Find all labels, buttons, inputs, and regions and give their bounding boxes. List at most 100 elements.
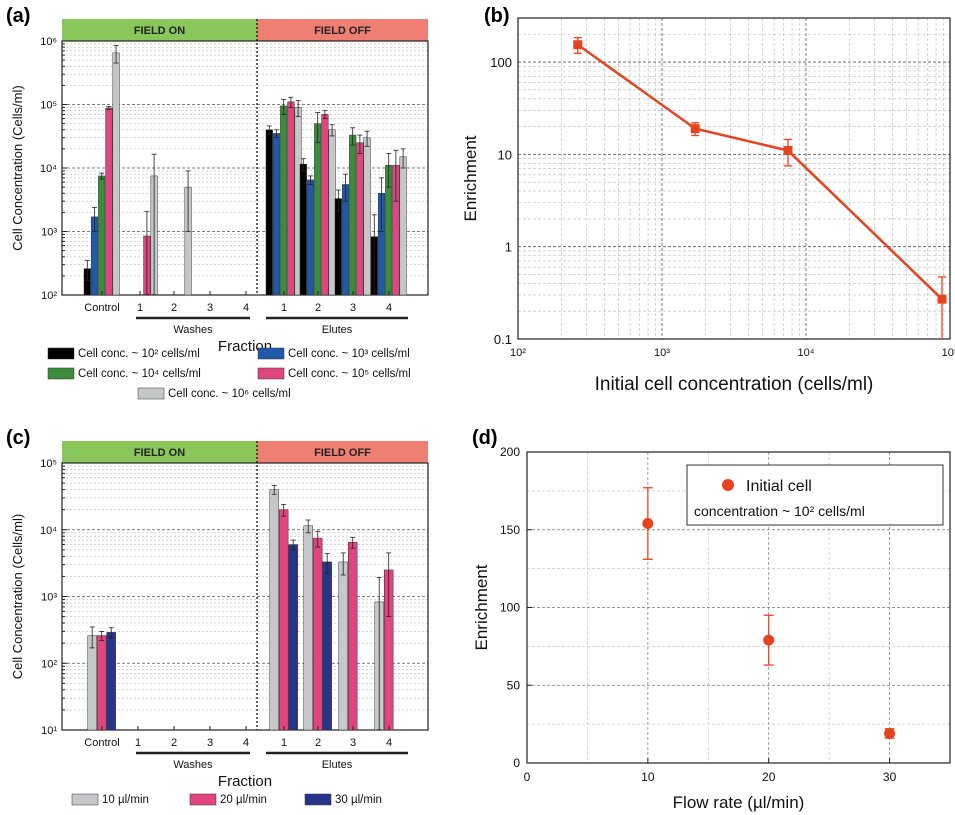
bar	[265, 129, 273, 296]
bar	[98, 175, 106, 296]
x-tick-label: 3	[207, 302, 213, 314]
panel-label-d: (d)	[472, 427, 498, 449]
y-tick-label: 10²	[41, 290, 57, 302]
data-point	[884, 727, 896, 739]
group-label: Washes	[173, 324, 213, 336]
bar	[269, 489, 279, 731]
plot-frame	[61, 462, 429, 731]
bar	[399, 156, 407, 296]
group-label: Elutes	[322, 324, 353, 336]
x-tick-label: 10³	[654, 347, 670, 359]
x-tick-label: 2	[315, 302, 321, 314]
x-tick-label: 1	[137, 302, 143, 314]
legend-swatch	[47, 347, 75, 360]
bar	[105, 107, 113, 296]
group-label: Elutes	[322, 759, 353, 771]
legend-label: Initial cell	[746, 478, 812, 495]
bar	[87, 635, 97, 731]
bar	[303, 525, 313, 731]
y-axis-label: Enrichment	[461, 135, 480, 221]
legend-swatch	[257, 347, 285, 360]
x-axis-label: Initial cell concentration (cells/ml)	[595, 374, 874, 395]
data-point	[783, 146, 793, 156]
y-tick-label: 100	[500, 601, 520, 615]
y-tick-label: 10⁴	[40, 525, 57, 537]
bar	[279, 509, 289, 731]
bar	[363, 137, 371, 296]
field-on-band	[62, 441, 257, 463]
legend-label: Cell conc. ~ 10² cells/ml	[78, 348, 200, 360]
x-tick-label: 3	[350, 302, 356, 314]
y-axis-label: Cell Concentration (Cells/ml)	[10, 514, 25, 679]
y-tick-label: 10²	[41, 658, 57, 670]
data-point	[937, 294, 947, 304]
bar	[314, 123, 322, 296]
panel-label-c: (c)	[6, 427, 30, 449]
legend-swatch	[189, 793, 217, 806]
legend-label: 20 µl/min	[220, 794, 267, 806]
y-tick-label: 10³	[41, 592, 57, 604]
x-tick-label: 10⁴	[798, 347, 815, 359]
bar	[338, 561, 348, 731]
x-tick-label: 4	[243, 302, 249, 314]
bar	[348, 541, 358, 731]
y-tick-label: 10⁶	[40, 36, 57, 48]
x-tick-label: 4	[386, 737, 392, 749]
field-off-band	[257, 441, 428, 463]
y-tick-label: 0	[513, 756, 520, 770]
y-tick-label: 200	[500, 445, 520, 459]
panel-label-b: (b)	[484, 5, 510, 27]
x-tick-label: 30	[883, 770, 897, 784]
x-tick-label: Control	[84, 737, 119, 749]
bar	[306, 179, 315, 296]
bar	[106, 632, 116, 731]
bar	[97, 635, 107, 731]
legend-label: concentration ~ 10² cells/ml	[694, 503, 865, 519]
bar	[299, 163, 307, 296]
field-on-band	[62, 19, 257, 41]
legend-swatch	[137, 387, 165, 400]
x-tick-label: 0	[524, 770, 531, 784]
legend-label: 30 µl/min	[335, 794, 382, 806]
field-off-label: FIELD OFF	[314, 25, 371, 37]
x-tick-label: 1	[135, 737, 141, 749]
legend-label: Cell conc. ~ 10⁴ cells/ml	[78, 368, 201, 380]
legend-box	[686, 464, 944, 526]
data-point	[690, 124, 700, 134]
y-tick-label: 150	[500, 523, 520, 537]
chart-b: 10² 10³ 10⁴ 10⁵ 0.1 1 10 100 Initial cell concen…	[461, 17, 955, 395]
legend-swatch	[71, 793, 99, 806]
bar	[288, 544, 298, 731]
x-tick-label: 10²	[510, 347, 526, 359]
data-point	[642, 518, 654, 530]
x-tick-label: 2	[171, 737, 177, 749]
bar	[272, 133, 281, 296]
bar	[280, 105, 288, 296]
legend-label: Cell conc. ~ 10⁵ cells/ml	[288, 368, 411, 380]
x-axis-label: Flow rate (µl/min)	[673, 793, 805, 812]
plot-frame	[61, 40, 429, 296]
y-tick-label: 10⁵	[40, 458, 57, 470]
data-point	[763, 634, 775, 646]
field-on-label: FIELD ON	[134, 447, 185, 459]
bar	[356, 142, 364, 296]
y-tick-label: 0.1	[494, 332, 512, 347]
group-label: Washes	[173, 759, 213, 771]
y-tick-label: 10⁵	[40, 100, 57, 112]
series-line	[577, 43, 943, 301]
x-tick-label: 10	[641, 770, 655, 784]
legend-swatch	[304, 793, 332, 806]
chart-a: FIELD ON FIELD OFF 10² 10³ 10⁴ 10⁵ 10⁶ Cell Con…	[10, 19, 429, 400]
y-tick-label: 10¹	[41, 725, 57, 737]
legend-swatch	[47, 367, 75, 380]
data-point	[573, 40, 583, 50]
x-tick-label: 1	[281, 737, 287, 749]
legend-label: Cell conc. ~ 10⁶ cells/ml	[168, 388, 291, 400]
y-tick-label: 10³	[41, 227, 57, 239]
bar	[321, 114, 329, 296]
x-tick-label: 2	[171, 302, 177, 314]
y-tick-label: 50	[507, 678, 521, 692]
x-tick-label: 4	[243, 737, 249, 749]
y-tick-label: 1	[505, 240, 512, 255]
bar	[322, 561, 332, 731]
